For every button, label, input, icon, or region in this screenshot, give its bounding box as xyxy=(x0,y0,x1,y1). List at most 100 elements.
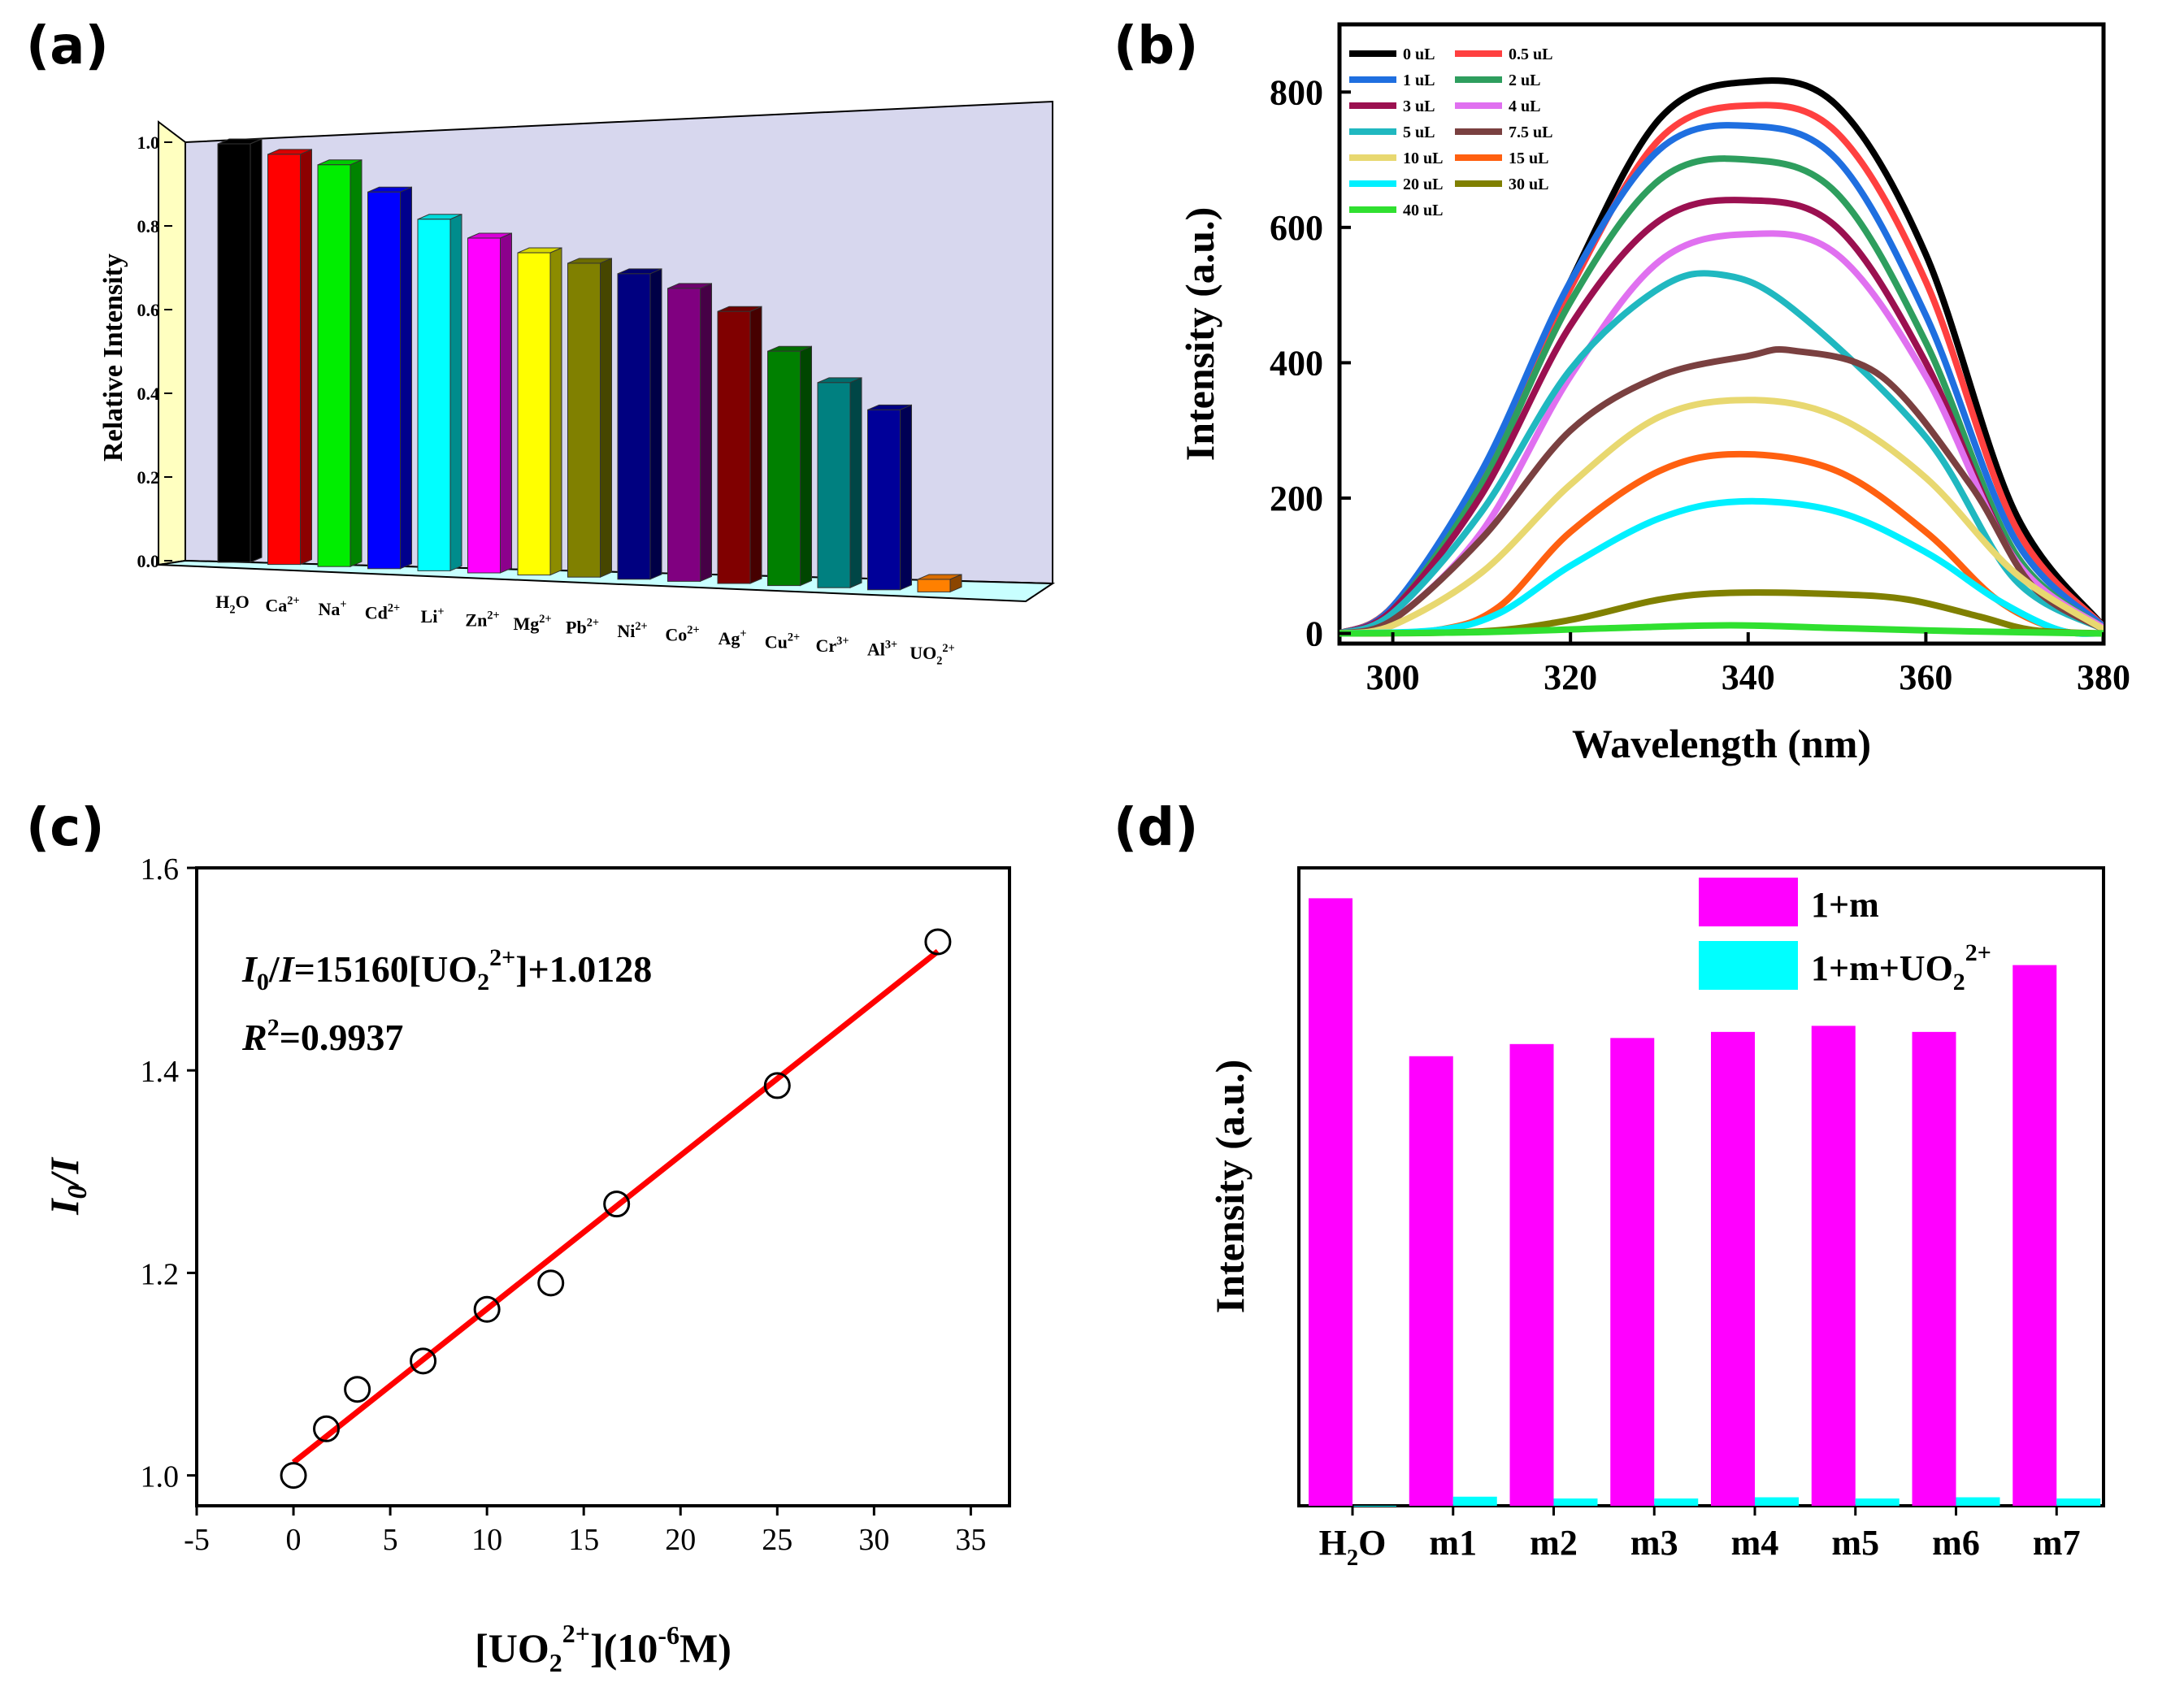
chart-d-bar xyxy=(1409,1056,1453,1506)
chart-b-legend-label: 40 uL xyxy=(1403,202,1443,219)
eq-i0: I xyxy=(241,948,258,990)
chart-a-bar-side xyxy=(549,247,562,576)
chart-d-x-label: m3 xyxy=(1630,1523,1678,1563)
chart-a-bar xyxy=(217,143,251,563)
chart-a-x-label: Al3+ xyxy=(867,639,897,660)
chart-b-legend-label: 20 uL xyxy=(1403,176,1443,193)
chart-c-point xyxy=(603,1190,631,1218)
chart-a-ytick-label: 0.8 xyxy=(137,216,160,236)
chart-c-ticks: -5 0 5 10 15 20 25 30 351.01.21.41.6 xyxy=(141,852,987,1557)
chart-a-bar xyxy=(417,219,451,571)
chart-c-xtick-label: 0 xyxy=(286,1523,302,1557)
chart-d-bar xyxy=(1610,1038,1655,1506)
chart-a-bar xyxy=(317,164,351,567)
chart-b: 300 320 340 360 380 0 200 400 600 800 0 uL 0.5 uL 1… xyxy=(1177,22,2130,766)
chart-a-side-wall xyxy=(158,119,186,566)
eq-slash: / xyxy=(268,948,280,990)
chart-b-legend-label: 0.5 uL xyxy=(1509,46,1552,63)
chart-a-bar xyxy=(367,191,401,570)
chart-d-x-labels: H2O m1 m2 m3 m4 m5 m6 m7 xyxy=(1319,1523,2081,1571)
cy-sub: 0 xyxy=(63,1185,93,1199)
chart-a-bar-side xyxy=(749,306,762,584)
chart-b-legend-label: 5 uL xyxy=(1403,124,1435,141)
chart-c: -5 0 5 10 15 20 25 30 351.01.21.41.6 I0/I=15160[… xyxy=(41,852,1011,1677)
chart-a-ytick-label: 1.0 xyxy=(137,132,160,153)
cx-b: ](10 xyxy=(590,1625,658,1671)
chart-c-point xyxy=(344,1376,371,1403)
chart-c-point xyxy=(280,1462,307,1490)
chart-b-legend-label: 3 uL xyxy=(1403,98,1435,115)
chart-a-bar-side xyxy=(449,214,462,572)
chart-a-y-axis: 0.0 0.2 0.4 0.6 0.8 1.0 xyxy=(137,132,172,571)
chart-c-ytick-label: 1.2 xyxy=(141,1257,180,1291)
chart-c-ytick-label: 1.6 xyxy=(141,852,180,887)
chart-b-y-title: Intensity (a.u.) xyxy=(1177,207,1222,462)
chart-d-legend: 1+m 1+m+UO22+ xyxy=(1699,878,1991,995)
chart-b-series-line xyxy=(1339,155,2104,637)
chart-b-series-line xyxy=(1339,397,2104,637)
chart-a-bar xyxy=(917,579,951,592)
chart-b-xtick-label: 320 xyxy=(1544,657,1597,697)
chart-c-point xyxy=(410,1347,437,1375)
chart-c-point xyxy=(537,1269,565,1297)
chart-b-legend-label: 0 uL xyxy=(1403,46,1435,63)
chart-c-xtick-label: 5 xyxy=(383,1523,398,1557)
chart-a-x-label: Li+ xyxy=(421,605,445,627)
chart-a-floor xyxy=(158,559,1056,603)
chart-a-ytick-label: 0.4 xyxy=(137,384,160,404)
chart-a-x-label: Na+ xyxy=(318,598,346,619)
chart-c-xtick-label: 35 xyxy=(955,1523,986,1557)
chart-c-fit-line xyxy=(291,948,940,1465)
cy-rest: /I xyxy=(41,1157,87,1189)
chart-d-x-label: m5 xyxy=(1831,1523,1879,1563)
chart-a-bar xyxy=(617,273,651,580)
chart-d-bar xyxy=(1755,1497,1799,1506)
chart-d-x-label: m7 xyxy=(2033,1523,2081,1563)
chart-c-r2: R2=0.9937 xyxy=(241,1014,403,1058)
chart-b-legend-label: 15 uL xyxy=(1509,150,1548,167)
chart-d-legend-swatch xyxy=(1699,941,1798,990)
cx-c: M) xyxy=(680,1625,732,1671)
chart-c-xtick-label: 25 xyxy=(762,1523,792,1557)
chart-a-bar-side xyxy=(300,149,312,566)
chart-c-ytick-label: 1.4 xyxy=(141,1055,180,1089)
chart-b-series xyxy=(1339,77,2104,637)
chart-b-ytick-label: 800 xyxy=(1270,72,1323,112)
chart-b-ytick-label: 600 xyxy=(1270,208,1323,248)
chart-b-legend-label: 30 uL xyxy=(1509,176,1548,193)
chart-c-xtick-label: 10 xyxy=(471,1523,502,1557)
chart-c-x-title: [UO22+](10-6M) xyxy=(475,1619,732,1677)
chart-a-ytick-label: 0.0 xyxy=(137,551,160,571)
chart-a-x-label: Cd2+ xyxy=(365,602,400,623)
eq-i: I xyxy=(279,948,296,990)
chart-a-y-title: Relative Intensity xyxy=(98,254,128,462)
chart-a-x-label: H2O xyxy=(215,592,249,617)
chart-c-points xyxy=(280,928,952,1490)
chart-a-bar-side xyxy=(649,268,662,580)
chart-d-y-title: Intensity (a.u.) xyxy=(1207,1060,1253,1314)
chart-a-x-labels: H2O Ca2+ Na+ Cd2+ Li+ Zn2+ Mg2+ Pb2+ Ni2+ Co2+ Ag+… xyxy=(215,592,954,668)
chart-d-x-label: m4 xyxy=(1731,1523,1779,1563)
r2-sup: 2 xyxy=(267,1014,280,1041)
chart-b-xtick-label: 360 xyxy=(1899,657,1952,697)
r2-r: R xyxy=(241,1017,267,1058)
chart-d-legend-label: 1+m+UO22+ xyxy=(1811,939,1991,995)
chart-c-y-title: I0/I xyxy=(41,1157,93,1216)
chart-a-bar xyxy=(817,382,851,588)
chart-b-legend-label: 1 uL xyxy=(1403,72,1435,89)
chart-a-bar-side xyxy=(600,258,612,578)
chart-d-bar xyxy=(1353,1506,1396,1507)
panel-label-b: (b) xyxy=(1114,16,1198,76)
chart-d-bar xyxy=(2056,1498,2101,1506)
chart-b-xtick-label: 380 xyxy=(2077,657,2130,697)
panel-label-c: (c) xyxy=(26,798,104,858)
chart-a-x-label: UO22+ xyxy=(910,642,954,667)
chart-a-x-label: Ca2+ xyxy=(265,595,299,616)
cx-sup2: -6 xyxy=(658,1620,680,1650)
chart-c-ytick-label: 1.0 xyxy=(141,1460,180,1494)
eq-sup: 2+ xyxy=(489,944,515,971)
chart-d-bar xyxy=(1912,1031,1956,1506)
chart-b-legend: 0 uL 0.5 uL 1 uL 2 uL 3 uL 4 uL 5 uL 7.5 uL 10 u… xyxy=(1349,46,1552,219)
chart-a-bar-side xyxy=(500,232,512,574)
